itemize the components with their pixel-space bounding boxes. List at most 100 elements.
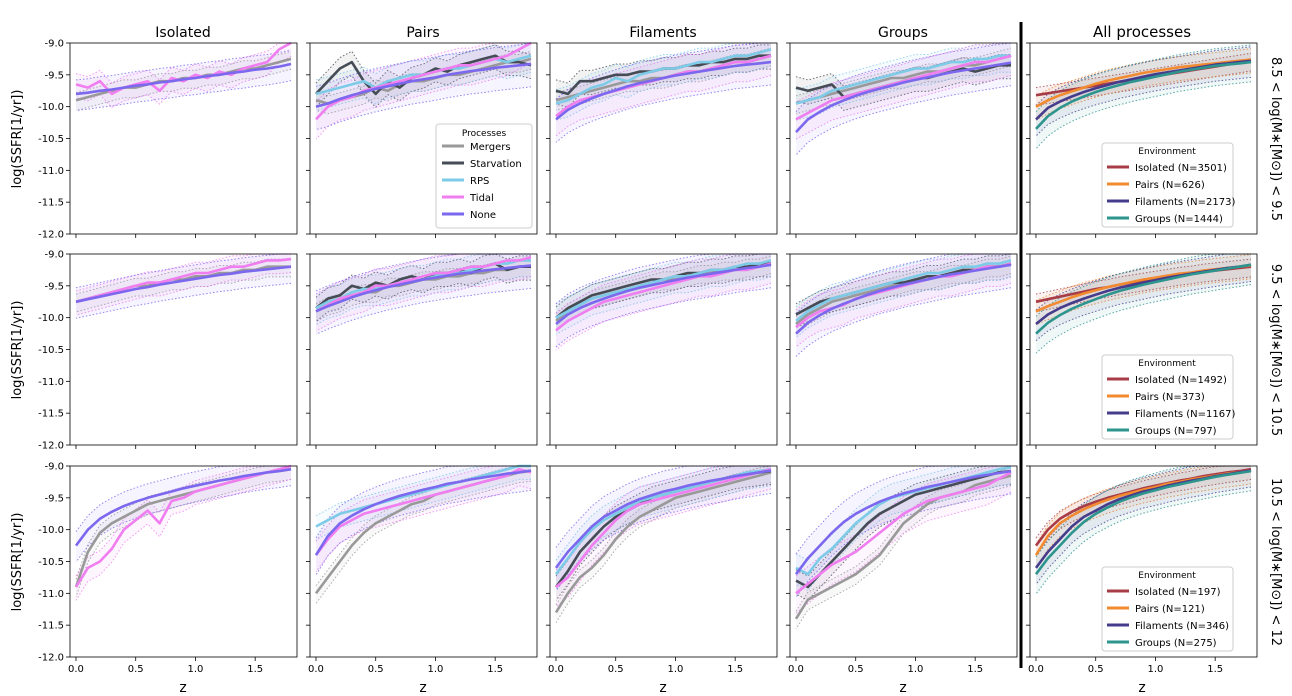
y-tick-label: -11.0 <box>38 377 64 388</box>
series-line-tidal <box>555 467 772 589</box>
series-line-mergers <box>554 471 772 614</box>
band-lower-none <box>75 485 292 563</box>
x-tick-label: 0.5 <box>368 664 384 675</box>
band-lower-mergers <box>315 68 532 115</box>
band-none <box>316 43 531 130</box>
panel-r1-c3 <box>546 42 778 238</box>
row-label-mass-bin-1: 8.5 < log(M∗[M⊙]) < 9.5 <box>1268 57 1283 221</box>
band-mergers <box>316 259 531 322</box>
x-tick-label: 0.5 <box>848 664 864 675</box>
band-upper-filaments <box>1035 253 1251 311</box>
band-lower-none <box>315 86 532 131</box>
band-lower-tidal <box>315 485 532 572</box>
environment-legend-row-1: Environment Isolated (N=3501) Pairs (N=626… <box>1101 142 1235 228</box>
series-line-tidal <box>315 41 532 121</box>
band-upper-none <box>795 42 1012 113</box>
band-upper-pairs <box>1035 48 1252 97</box>
band-upper-isolated <box>1035 465 1251 539</box>
band-upper-isolated <box>1035 258 1252 295</box>
series-line-none <box>75 62 292 96</box>
band-lower-starvation <box>555 484 772 601</box>
band-upper-tidal <box>315 42 531 103</box>
series-line-rps <box>795 54 1011 105</box>
band-upper-none <box>75 465 291 532</box>
y-axis-label-row-3: log(SSFR[1/yr]) <box>10 513 25 612</box>
band-lower-tidal <box>75 272 292 316</box>
x-tick-label: 1.5 <box>247 664 263 675</box>
series-line-none <box>554 469 772 569</box>
band-upper-rps <box>795 42 1011 90</box>
band-rps <box>796 466 1011 591</box>
legend-label-env: Groups (N=1444) <box>1135 214 1223 225</box>
panel-r1-c2 <box>306 41 538 238</box>
legend-label-env: Pairs (N=121) <box>1135 604 1205 615</box>
y-tick-label: -11.5 <box>38 621 64 632</box>
panel-r3-c5: 0.0 0.5 1.0 1.5 <box>1026 465 1258 675</box>
series-line-tidal <box>75 257 292 304</box>
band-upper-groups <box>1035 44 1252 113</box>
band-upper-starvation <box>555 253 771 308</box>
band-upper-starvation <box>795 253 1012 305</box>
band-none <box>796 254 1011 357</box>
legend-label-env: Isolated (N=3501) <box>1135 163 1227 174</box>
series-line-rps <box>315 464 531 528</box>
y-tick-label: -12.0 <box>38 230 64 241</box>
band-lower-rps <box>315 71 532 111</box>
band-lower-tidal <box>795 282 1012 348</box>
band-pairs <box>1036 466 1251 569</box>
panel-r2-c1: -9.0 -9.5 -10.0 -10.5 -11.0 -11.5 -12.0 <box>38 250 298 452</box>
band-lower-rps <box>555 485 772 592</box>
band-lower-rps <box>555 65 772 121</box>
y-tick-label: -10.5 <box>38 557 64 568</box>
band-lower-starvation <box>795 78 1011 112</box>
panel-r3-c1: -9.0 -9.5 -10.0 -10.5 -11.0 -11.5 -12.0 0.0 0.5 1… <box>38 462 298 675</box>
band-tidal <box>796 466 1011 614</box>
series-line-rps <box>555 48 772 105</box>
legend-label-env: Filaments (N=2173) <box>1135 197 1235 208</box>
band-upper-none <box>75 49 292 81</box>
x-tick-label: 0.5 <box>128 664 144 675</box>
band-none <box>76 466 291 563</box>
y-tick-label: -12.0 <box>38 441 64 452</box>
band-lower-none <box>315 287 532 335</box>
legend-label-env: Filaments (N=1167) <box>1135 409 1235 420</box>
x-tick-label: 1.0 <box>907 664 923 675</box>
band-mergers <box>316 466 531 604</box>
legend-label-env: Isolated (N=1492) <box>1135 375 1227 386</box>
y-tick-label: -9.0 <box>44 250 64 261</box>
band-lower-pairs <box>1035 72 1252 121</box>
panel-r1-c5 <box>1026 42 1258 238</box>
band-filaments <box>1036 254 1251 341</box>
band-upper-mergers <box>75 50 292 94</box>
band-lower-tidal <box>795 491 1012 614</box>
x-tick-label: 0.0 <box>1028 664 1044 675</box>
series-line-tidal <box>75 41 292 96</box>
band-lower-none <box>75 80 292 111</box>
band-lower-none <box>795 287 1012 357</box>
environment-legends: Environment Isolated (N=3501) Pairs (N=626… <box>1101 142 1235 652</box>
x-tick-label: 1.0 <box>1147 664 1163 675</box>
band-lower-mergers <box>315 480 532 604</box>
series-line-starvation <box>795 469 1012 589</box>
band-upper-tidal <box>555 253 771 314</box>
y-tick-label: -11.0 <box>38 589 64 600</box>
legend-label-starvation: Starvation <box>470 159 522 170</box>
series-line-none <box>74 467 292 547</box>
band-upper-none <box>555 253 771 305</box>
band-lower-mergers <box>75 68 292 111</box>
y-tick-label: -10.0 <box>38 313 64 324</box>
y-axis-labels: log(SSFR[1/yr]) log(SSFR[1/yr]) log(SSFR… <box>10 90 25 612</box>
band-lower-rps <box>315 276 531 326</box>
band-lower-tidal <box>75 55 292 108</box>
series-line-none <box>794 469 1012 575</box>
legend-label-env: Groups (N=797) <box>1135 426 1217 437</box>
legend-label-none: None <box>470 210 496 221</box>
column-title-pairs: Pairs <box>406 25 439 41</box>
environment-legend-title: Environment <box>1138 571 1196 581</box>
y-tick-label: -10.0 <box>38 102 64 113</box>
legend-label-env: Pairs (N=626) <box>1135 180 1205 191</box>
band-lower-tidal <box>315 62 532 140</box>
processes-legend-frame <box>435 123 533 229</box>
band-upper-isolated <box>1035 52 1252 89</box>
column-title-isolated: Isolated <box>155 25 210 41</box>
